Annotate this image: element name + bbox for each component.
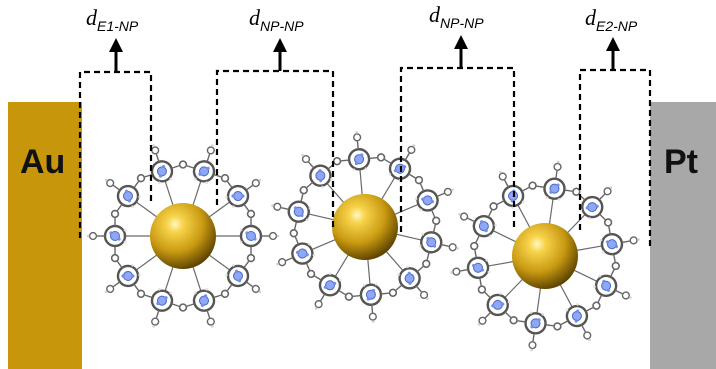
gap-bracket-e1-np: [78, 70, 153, 238]
right-electrode-label: Pt: [664, 143, 698, 181]
right-electrode: [650, 102, 716, 369]
left-electrode: [8, 102, 82, 369]
ligand: [209, 209, 281, 263]
ligand: [566, 213, 646, 278]
up-arrow-4: [606, 37, 620, 70]
ligand: [385, 207, 466, 275]
ligand: [85, 209, 157, 263]
nanoparticle-1: [150, 203, 216, 269]
left-electrode-label: Au: [20, 143, 65, 181]
gap-bracket-e2-np: [578, 68, 652, 250]
up-arrow-2: [273, 38, 287, 71]
ligand: [444, 234, 524, 299]
distance-label-e2-np: dE2-NP: [585, 5, 638, 34]
gap-bracket-np-np-2: [399, 66, 516, 232]
nanoparticle-3: [512, 223, 578, 289]
up-arrow-3: [454, 35, 468, 68]
ligand: [330, 127, 390, 203]
gap-bracket-np-np-1: [215, 69, 335, 229]
distance-label-e1-np: dE1-NP: [86, 5, 139, 34]
up-arrow-1: [109, 38, 123, 72]
ligand: [340, 251, 400, 327]
nanoparticle-2: [332, 194, 398, 260]
distance-label-np-np-1: dNP-NP: [249, 5, 304, 34]
distance-label-np-np-2: dNP-NP: [429, 2, 484, 31]
